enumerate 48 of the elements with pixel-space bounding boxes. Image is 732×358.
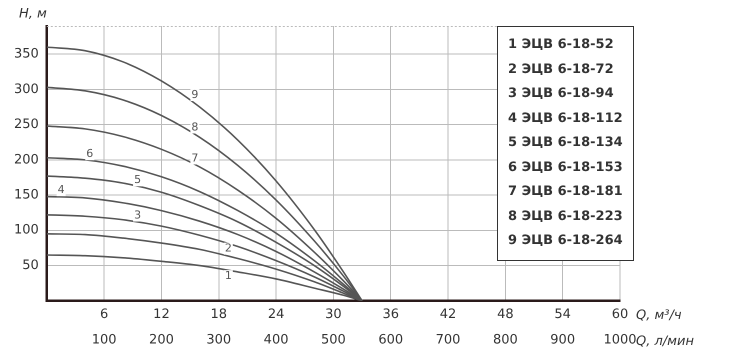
x2-tick-label: 100 [92, 332, 117, 348]
text: 3 ЭЦВ 6-18-94 [508, 85, 615, 103]
annotation: 5 [134, 173, 142, 186]
x2-axis-title: Q, л/мин [636, 334, 694, 349]
x2-tick-label: 400 [264, 332, 288, 348]
x2-tick-label: 500 [320, 332, 346, 348]
text: 7 ЭЦВ 6-18-181 [508, 183, 623, 201]
text: 9 ЭЦВ 6-18-264 [508, 232, 623, 250]
annotation: 6 [86, 147, 94, 160]
x-tick-label: 24 [268, 306, 284, 322]
annotation: 8 [191, 120, 198, 134]
x-tick-label: 60 [612, 306, 628, 322]
x-tick-label: 54 [554, 306, 571, 322]
text: 8 ЭЦВ 6-18-223 [508, 208, 623, 226]
x-tick-label: 12 [153, 306, 170, 322]
x2-tick-label: 700 [436, 332, 460, 348]
text: 2 ЭЦВ 6-18-72 [508, 60, 615, 78]
x2-tick-label: 200 [149, 332, 174, 348]
x2-tick-label: 1000 [603, 332, 637, 348]
text: 6 ЭЦВ 6-18-153 [508, 158, 623, 176]
x2-tick-label: 900 [550, 332, 576, 348]
annotation: 2 [224, 242, 232, 255]
text: 4 ЭЦВ 6-18-112 [508, 110, 623, 128]
x-tick-label: 36 [382, 306, 399, 322]
y-tick-label: 300 [14, 82, 39, 97]
y-tick-label: 250 [14, 117, 39, 132]
annotation: 4 [58, 183, 65, 196]
x-tick-label: 18 [210, 306, 228, 322]
annotation: 1 [224, 269, 232, 282]
x-tick-label: 48 [497, 306, 514, 322]
x2-tick-label: 800 [492, 332, 518, 348]
x-axis-title: Q, м³/ч [636, 308, 682, 324]
y-tick-label: 350 [14, 46, 39, 62]
x2-tick-label: 600 [378, 332, 404, 348]
y-tick-label: 200 [14, 152, 39, 168]
x-tick-label: 6 [100, 306, 108, 322]
y-tick-label: 150 [14, 187, 39, 202]
annotation: 3 [134, 208, 142, 222]
x-tick-label: 42 [440, 306, 456, 322]
text: 5 ЭЦВ 6-18-134 [508, 134, 623, 152]
y-tick-label: 50 [22, 258, 39, 273]
y-axis-title: H, м [18, 6, 47, 22]
x2-tick-label: 300 [206, 332, 232, 348]
x-tick-label: 30 [325, 306, 342, 322]
annotation: 7 [191, 151, 198, 164]
text: 1 ЭЦВ 6-18-52 [508, 36, 615, 54]
annotation: 9 [191, 88, 198, 101]
y-tick-label: 100 [14, 222, 39, 238]
